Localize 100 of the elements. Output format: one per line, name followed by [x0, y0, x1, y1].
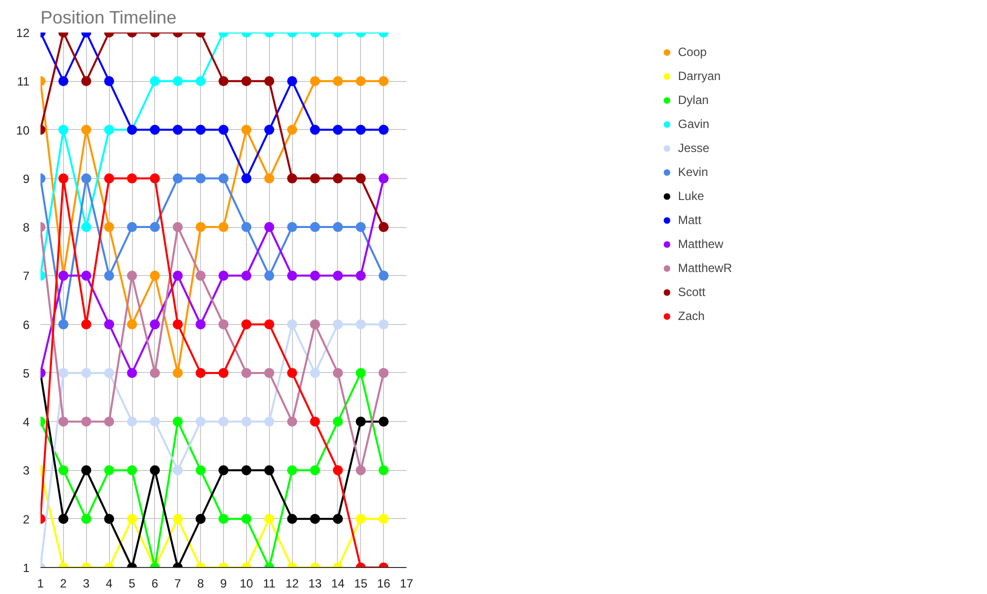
point — [264, 465, 274, 476]
x-tick-label: 6 — [152, 576, 159, 590]
point — [356, 124, 366, 135]
point — [310, 368, 320, 378]
point — [104, 416, 114, 427]
point — [332, 173, 343, 184]
point — [218, 465, 228, 476]
point — [332, 270, 343, 281]
point — [58, 514, 68, 524]
point — [172, 222, 183, 232]
point — [218, 222, 228, 232]
point — [287, 76, 298, 86]
point — [196, 222, 206, 232]
point — [172, 319, 183, 330]
point — [127, 465, 137, 476]
point — [150, 124, 160, 135]
point — [287, 465, 298, 476]
point — [241, 416, 252, 427]
point — [378, 76, 389, 86]
point — [150, 416, 160, 427]
point — [378, 514, 389, 524]
point — [332, 222, 343, 232]
point — [378, 416, 389, 427]
point — [356, 319, 366, 330]
point — [218, 319, 228, 330]
point — [58, 465, 68, 476]
point — [264, 416, 274, 427]
point — [218, 416, 228, 427]
x-tick-label: 7 — [174, 576, 182, 590]
point — [310, 465, 320, 476]
point — [287, 222, 298, 232]
point — [287, 368, 298, 378]
point — [264, 270, 274, 281]
point — [196, 76, 206, 86]
x-tick-label: 14 — [331, 576, 345, 590]
point — [287, 514, 298, 524]
point — [310, 514, 320, 524]
point — [58, 319, 68, 330]
x-tick-label: 5 — [128, 576, 136, 590]
point — [172, 173, 183, 184]
point — [104, 222, 114, 232]
point — [264, 76, 274, 86]
point — [172, 368, 183, 378]
point — [241, 514, 252, 524]
point — [378, 368, 389, 378]
legend-label: Jesse — [678, 141, 710, 155]
point — [150, 465, 160, 476]
point — [104, 368, 114, 378]
point — [104, 514, 114, 524]
point — [150, 173, 160, 184]
x-tick-label: 15 — [354, 576, 368, 590]
legend-label: Dylan — [678, 93, 709, 107]
legend-label: Matt — [678, 213, 702, 227]
point — [241, 173, 252, 184]
point — [104, 76, 114, 86]
x-tick-label: 8 — [197, 576, 204, 590]
legend-label: Gavin — [678, 117, 710, 131]
point — [218, 514, 228, 524]
point — [58, 368, 68, 378]
point — [81, 124, 92, 135]
point — [287, 270, 298, 281]
point — [81, 514, 92, 524]
y-tick-label: 10 — [16, 123, 30, 138]
point — [310, 416, 320, 427]
point — [172, 270, 183, 281]
y-tick-label: 8 — [22, 220, 30, 235]
point — [287, 416, 298, 427]
point — [310, 270, 320, 281]
point — [150, 76, 160, 86]
point — [310, 124, 320, 135]
chart-title: Position Timeline — [40, 8, 177, 28]
point — [127, 368, 137, 378]
x-tick-label: 12 — [285, 576, 300, 590]
point — [127, 173, 137, 184]
point — [264, 173, 274, 184]
point — [310, 76, 320, 86]
point — [172, 124, 183, 135]
point — [332, 368, 343, 378]
point — [241, 124, 252, 135]
point — [196, 124, 206, 135]
x-tick-label: 13 — [308, 576, 322, 590]
point — [332, 514, 343, 524]
legend-label: Kevin — [678, 165, 708, 179]
point — [332, 465, 343, 476]
x-tick-label: 2 — [60, 576, 68, 590]
point — [356, 368, 366, 378]
point — [104, 319, 114, 330]
point — [264, 368, 274, 378]
point — [356, 173, 366, 184]
point — [196, 465, 206, 476]
legend-label: Coop — [678, 45, 707, 59]
x-tick-label: 17 — [400, 576, 414, 590]
legend-label: MatthewR — [678, 261, 732, 275]
point — [58, 416, 68, 427]
legend-label: Scott — [678, 285, 706, 299]
point — [218, 124, 228, 135]
legend-label: Matthew — [678, 237, 724, 251]
x-tick-label: 3 — [82, 576, 90, 590]
point — [241, 368, 252, 378]
legend-label: Darryan — [678, 69, 721, 83]
